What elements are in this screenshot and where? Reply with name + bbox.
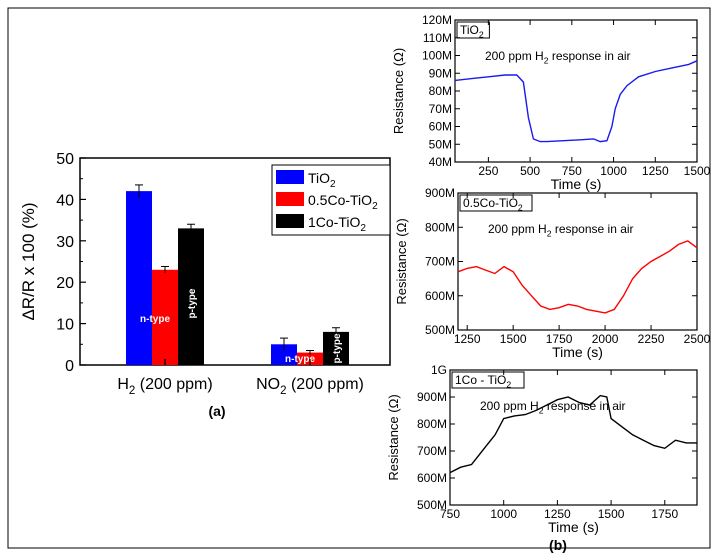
x-tick-label: 2500 — [684, 332, 711, 346]
bar-2-0 — [178, 228, 204, 365]
y-tick-label: 600M — [425, 289, 455, 303]
y-tick-label: 500M — [417, 498, 447, 512]
y-tick-label: 50M — [429, 137, 452, 151]
y-axis-label-a: ΔR/R x 100 (%) — [19, 202, 38, 320]
figure-label-b: (b) — [549, 537, 567, 553]
y-tick-label: 1G — [431, 363, 447, 377]
sample-label-box — [451, 371, 525, 389]
y-axis-label: Resistance (Ω) — [394, 218, 409, 304]
y-tick-label-a: 30 — [56, 234, 74, 251]
sample-label-box — [456, 21, 490, 39]
x-tick-label: 500 — [520, 164, 540, 178]
figure-label-a: (a) — [208, 403, 225, 419]
panel-b-1co-line-chart: 500M 600M 700M 800M 900M 1G 750 1000 1250 1500 175… — [386, 363, 698, 535]
y-tick-label-a: 50 — [56, 151, 74, 168]
x-tick-label: 1000 — [490, 507, 517, 521]
x-tick-label: 1500 — [684, 164, 711, 178]
x-category-label: NO2​ (200 ppm) — [256, 376, 364, 397]
x-tick-label: 1750 — [546, 332, 573, 346]
y-tick-label: 40M — [429, 155, 452, 169]
legend-swatch — [276, 170, 304, 184]
co05-tio2-resistance-line — [457, 240, 698, 314]
legend-label: 0.5Co-TiO2​ — [308, 192, 378, 212]
bar-2-1 — [323, 331, 349, 365]
y-tick-label-a: 0 — [65, 358, 74, 375]
y-tick-label: 100M — [422, 49, 452, 63]
x-axis-label: Time (s) — [551, 176, 602, 192]
y-tick-label: 900M — [425, 186, 455, 200]
bar-1-1 — [297, 352, 323, 365]
legend-label: TiO2​ — [308, 170, 336, 190]
x-tick-label: 1500 — [598, 507, 625, 521]
y-tick-label: 70M — [429, 102, 452, 116]
figure-border — [7, 7, 711, 549]
y-tick-label-a: 20 — [56, 275, 74, 292]
y-tick-label: 900M — [417, 390, 447, 404]
y-tick-label: 90M — [429, 66, 452, 80]
y-tick-label: 700M — [425, 255, 455, 269]
y-tick-label-a: 10 — [56, 317, 74, 334]
co1-tio2-resistance-line — [449, 394, 697, 474]
y-tick-label: 800M — [425, 220, 455, 234]
bar-annotation: n-type — [285, 354, 315, 365]
x-tick-label: 750 — [440, 507, 460, 521]
plot-frame — [449, 369, 698, 506]
x-tick-label: 1250 — [454, 332, 481, 346]
y-tick-label: 800M — [417, 417, 447, 431]
y-tick-label: 110M — [423, 31, 452, 45]
x-tick-label: 1250 — [544, 507, 571, 521]
sample-label: 1Co - TiO2​ — [455, 373, 511, 390]
y-axis-label: Resistance (Ω) — [391, 48, 406, 134]
y-tick-label: 120M — [422, 13, 452, 27]
x-tick-label: 2250 — [638, 332, 665, 346]
sample-label: TiO2​ — [460, 23, 484, 40]
panel-b-05co-line-chart: 500M 600M 700M 800M 900M 1250 1500 1750 2000 2250… — [394, 186, 711, 360]
x-category-label: H2​ (200 ppm) — [117, 376, 212, 397]
legend-swatch — [276, 214, 304, 228]
x-tick-label: 1250 — [642, 164, 669, 178]
bar-annotation: p-type — [187, 288, 198, 318]
x-axis-label: Time (s) — [548, 519, 599, 535]
y-tick-label: 600M — [417, 471, 447, 485]
bar-annotation: n-type — [140, 314, 170, 325]
y-tick-label: 500M — [425, 323, 455, 337]
sample-label: 0.5Co-TiO2​ — [463, 196, 523, 213]
bar-0-0 — [126, 191, 152, 365]
legend-swatch — [276, 192, 304, 206]
response-annotation: 200 ppm H2​ response in air — [480, 399, 626, 416]
y-tick-label: 80M — [429, 84, 452, 98]
x-axis-label: Time (s) — [552, 344, 603, 360]
sample-label-box — [459, 194, 533, 212]
x-tick-label: 750 — [562, 164, 582, 178]
panel-b-tio2-line-chart: 40M 50M 60M 70M 80M 90M 100M 110M 120M 250 500 750 1… — [391, 13, 711, 192]
plot-frame — [457, 192, 698, 331]
tio2-resistance-line — [454, 60, 698, 143]
x-tick-label: 1500 — [500, 332, 527, 346]
response-annotation: 200 ppm H2​ response in air — [488, 222, 634, 239]
x-tick-label: 2000 — [592, 332, 619, 346]
x-tick-label: 1000 — [600, 164, 627, 178]
bar-annotation: p-type — [332, 333, 343, 363]
y-tick-label: 60M — [429, 120, 452, 134]
bar-1-0 — [152, 269, 178, 365]
y-axis-label: Resistance (Ω) — [386, 394, 401, 480]
legend-label: 1Co-TiO2​ — [308, 214, 366, 234]
x-tick-label: 1750 — [651, 507, 678, 521]
panel-a-bar-chart: 0 10 20 30 40 50 ΔR/R x 100 (%) n-type p-type n-t… — [19, 151, 391, 397]
y-tick-label: 700M — [417, 444, 447, 458]
y-tick-label-a: 40 — [56, 192, 74, 209]
x-tick-label: 250 — [478, 164, 498, 178]
bar-0-1 — [271, 344, 297, 365]
response-annotation: 200 ppm H2​ response in air — [485, 49, 631, 66]
